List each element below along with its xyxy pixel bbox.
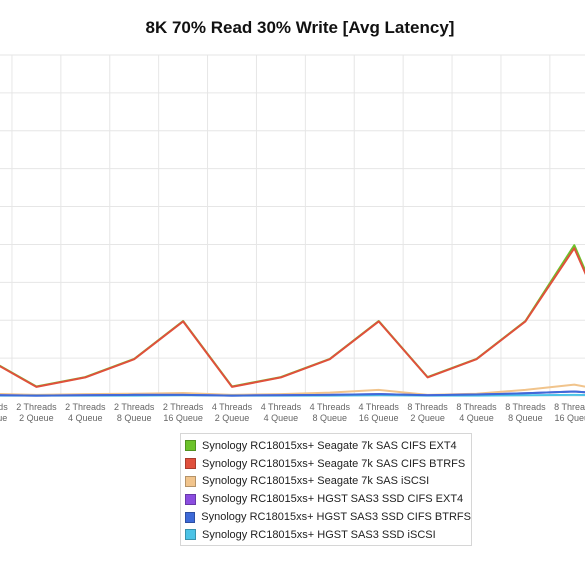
legend-item[interactable]: Synology RC18015xs+ HGST SAS3 SSD iSCSI xyxy=(185,526,471,544)
legend-swatch xyxy=(185,458,196,470)
x-tick-label: 8 Threads 4 Queue xyxy=(456,402,497,423)
x-tick-label: 4 Threads 2 Queue xyxy=(212,402,253,423)
legend-label: Synology RC18015xs+ Seagate 7k SAS CIFS … xyxy=(202,457,466,470)
legend-item[interactable]: Synology RC18015xs+ Seagate 7k SAS CIFS … xyxy=(185,437,471,455)
x-tick-label: 4 Threads 8 Queue xyxy=(310,402,351,423)
series-line-3 xyxy=(0,383,585,396)
legend-swatch xyxy=(185,475,196,487)
grid xyxy=(0,54,585,397)
legend-label: Synology RC18015xs+ Seagate 7k SAS iSCSI xyxy=(202,475,430,488)
legend-swatch xyxy=(185,511,196,523)
series-line-1 xyxy=(0,244,585,388)
legend-swatch xyxy=(185,440,196,452)
x-tick-label: 8 Threads 2 Queue xyxy=(407,402,448,423)
x-tick-label: 2 Threads 16 Queue xyxy=(163,402,204,423)
x-tick-label: 2 Threads 2 Queue xyxy=(16,402,57,423)
legend-label: Synology RC18015xs+ HGST SAS3 SSD CIFS E… xyxy=(202,493,464,506)
x-tick-label: 4 Threads 4 Queue xyxy=(261,402,302,423)
chart-title: 8K 70% Read 30% Write [Avg Latency] xyxy=(145,18,455,37)
legend-label: Synology RC18015xs+ HGST SAS3 SSD iSCSI xyxy=(202,528,436,541)
legend: Synology RC18015xs+ Seagate 7k SAS CIFS … xyxy=(180,433,472,546)
legend-swatch xyxy=(185,493,196,505)
legend-item[interactable]: Synology RC18015xs+ Seagate 7k SAS CIFS … xyxy=(185,455,471,473)
x-tick-label: 2 Threads 8 Queue xyxy=(114,402,155,423)
legend-label: Synology RC18015xs+ HGST SAS3 SSD CIFS B… xyxy=(201,511,471,524)
series-line-5 xyxy=(0,390,585,397)
legend-label: Synology RC18015xs+ Seagate 7k SAS CIFS … xyxy=(202,439,457,452)
x-tick-label: 8 Threads 8 Queue xyxy=(505,402,546,423)
series-line-2 xyxy=(0,247,585,388)
x-tick-label: 2 Threads 4 Queue xyxy=(65,402,106,423)
x-tick-label: 4 Threads 16 Queue xyxy=(359,402,400,423)
legend-item[interactable]: Synology RC18015xs+ HGST SAS3 SSD CIFS B… xyxy=(185,508,471,526)
legend-item[interactable]: Synology RC18015xs+ Seagate 7k SAS iSCSI xyxy=(185,473,471,491)
legend-swatch xyxy=(185,529,196,541)
series-lines xyxy=(0,244,585,397)
legend-item[interactable]: Synology RC18015xs+ HGST SAS3 SSD CIFS E… xyxy=(185,490,471,508)
